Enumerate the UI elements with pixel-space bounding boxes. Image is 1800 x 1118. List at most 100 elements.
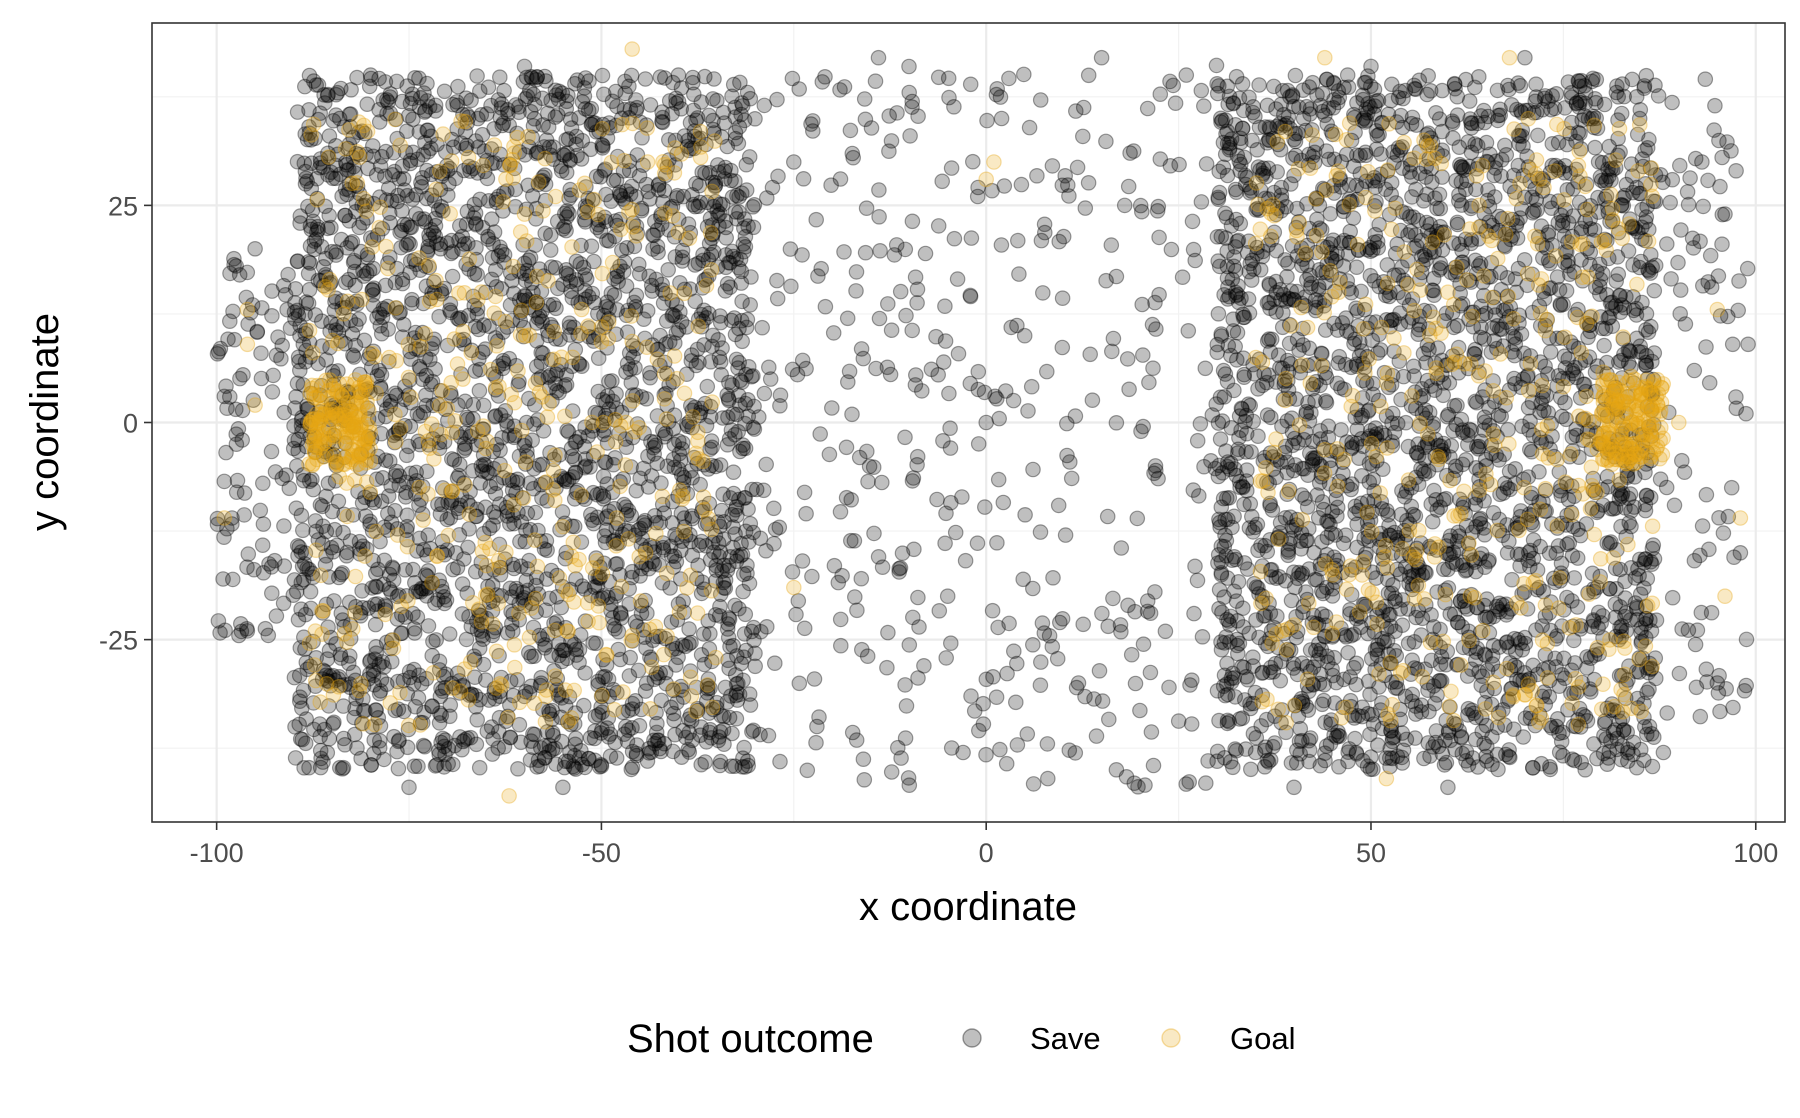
point-save [1503,750,1517,764]
point-save [474,108,488,122]
point-save [470,69,484,83]
point-save [610,751,624,765]
point-save [331,494,345,508]
point-save [697,627,711,641]
point-save [1235,77,1249,91]
point-save [293,694,307,708]
point-save [1395,161,1409,175]
point-save [625,179,639,193]
point-save [646,242,660,256]
point-save [523,753,537,767]
point-save [325,245,339,259]
point-save [314,743,328,757]
point-save [496,354,510,368]
point-save [397,172,411,186]
point-save [432,310,446,324]
point-save [421,145,435,159]
point-save [739,367,753,381]
point-save [364,758,378,772]
point-save [446,562,460,576]
point-save [672,323,686,337]
point-save [1211,307,1225,321]
point-save [1244,762,1258,776]
point-save [368,703,382,717]
point-save [1274,180,1288,194]
point-save [1531,128,1545,142]
point-save [1262,368,1276,382]
point-save [493,240,507,254]
point-save [297,761,311,775]
point-save [400,508,414,522]
point-save [407,759,421,773]
point-save [1211,190,1225,204]
point-save [1401,636,1415,650]
point-save [1213,432,1227,446]
point-save [1473,330,1487,344]
point-save [1396,369,1410,383]
point-save [1558,101,1572,115]
point-save [1647,284,1661,298]
point-save [737,650,751,664]
point-save [1518,253,1532,267]
point-save [730,685,744,699]
point-save [624,68,638,82]
point-save [1416,346,1430,360]
point-save [603,727,617,741]
point-save [736,99,750,113]
point-save [362,264,376,278]
point-save [399,238,413,252]
point-save [524,649,538,663]
point-save [619,365,633,379]
point-save [470,307,484,321]
point-save [415,180,429,194]
point-save [666,744,680,758]
point-save [638,72,652,86]
point-save [1611,267,1625,281]
point-save [1608,597,1622,611]
point-save [453,219,467,233]
point-save [1555,409,1569,423]
point-save [1393,84,1407,98]
point-save [726,465,740,479]
point-save [1286,438,1300,452]
point-save [1602,169,1616,183]
point-save [720,277,734,291]
point-save [487,225,501,239]
point-save [1388,591,1402,605]
point-save [334,567,348,581]
point-save [1230,632,1244,646]
point-save [1461,702,1475,716]
point-save [684,635,698,649]
point-save [1565,548,1579,562]
point-save [1627,303,1641,317]
point-save [1314,667,1328,681]
point-save [731,136,745,150]
point-save [303,474,317,488]
point-save [1245,509,1259,523]
point-save [296,523,310,537]
point-save [1244,445,1258,459]
point-save [1471,760,1485,774]
point-save [391,188,405,202]
point-save [1553,297,1567,311]
point-save [488,409,502,423]
point-save [723,550,737,564]
point-save [295,732,309,746]
point-save [1220,168,1234,182]
point-save [1326,101,1340,115]
point-save [625,696,639,710]
point-save [1424,84,1438,98]
point-save [1428,696,1442,710]
point-save [1561,75,1575,89]
point-save [629,93,643,107]
point-save [1408,731,1422,745]
point-save [384,585,398,599]
point-save [310,220,324,234]
point-save [385,560,399,574]
point-save [722,611,736,625]
point-save [327,715,341,729]
point-save [334,606,348,620]
point-save [729,352,743,366]
point-save [346,255,360,269]
